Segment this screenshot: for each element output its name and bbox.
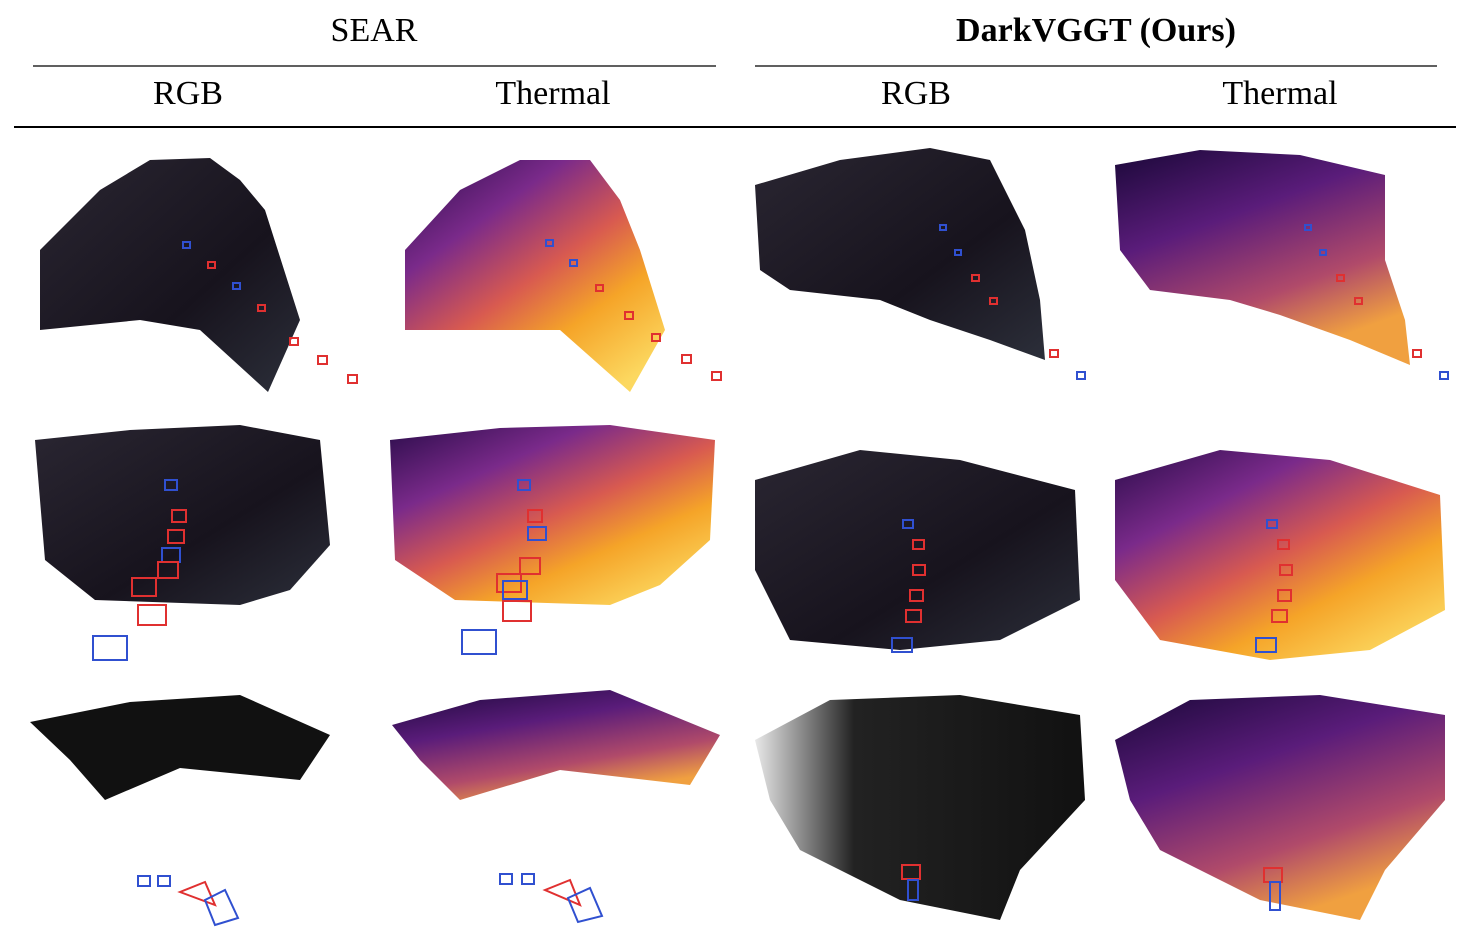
- point-cloud: [40, 158, 300, 392]
- camera: [989, 297, 998, 305]
- group-title: SEAR: [331, 12, 418, 49]
- camera: [1277, 589, 1292, 602]
- camera: [1269, 881, 1281, 911]
- camera: [1336, 274, 1345, 282]
- camera: [137, 875, 151, 887]
- camera: [907, 879, 919, 901]
- camera: [651, 333, 661, 342]
- camera: [569, 259, 578, 267]
- camera: [157, 561, 179, 579]
- camera: [1354, 297, 1363, 305]
- camera: [182, 241, 191, 249]
- camera: [137, 604, 167, 626]
- column-label: RGB: [153, 75, 223, 112]
- camera: [157, 875, 171, 887]
- camera: [527, 509, 543, 523]
- camera: [519, 557, 541, 575]
- camera: [131, 577, 157, 597]
- group-title: DarkVGGT (Ours): [956, 12, 1236, 49]
- camera: [164, 479, 178, 491]
- camera: [1319, 249, 1327, 256]
- camera: [347, 374, 358, 384]
- camera: [542, 878, 582, 907]
- camera: [566, 886, 604, 924]
- point-cloud: [35, 425, 330, 605]
- point-cloud: [30, 695, 330, 800]
- camera: [545, 239, 554, 247]
- camera: [496, 573, 522, 593]
- camera: [891, 637, 913, 653]
- camera: [681, 354, 692, 364]
- point-cloud: [392, 690, 720, 800]
- camera: [595, 284, 604, 292]
- camera: [624, 311, 634, 320]
- column-label: Thermal: [495, 75, 610, 112]
- camera: [92, 635, 128, 661]
- camera: [177, 880, 217, 907]
- camera: [1271, 609, 1288, 623]
- camera-trajectory: [92, 479, 1293, 661]
- camera: [499, 873, 513, 885]
- column-label: Thermal: [1222, 75, 1337, 112]
- camera: [207, 261, 216, 269]
- camera: [1076, 371, 1086, 380]
- camera: [317, 355, 328, 365]
- camera: [257, 304, 266, 312]
- camera: [203, 888, 240, 927]
- camera: [905, 609, 922, 623]
- camera: [912, 539, 925, 550]
- camera: [1412, 349, 1422, 358]
- camera: [1304, 224, 1312, 231]
- camera: [232, 282, 241, 290]
- column-label: RGB: [881, 75, 951, 112]
- camera: [912, 564, 926, 576]
- point-cloud: [755, 148, 1045, 360]
- camera: [461, 629, 497, 655]
- camera: [909, 589, 924, 602]
- camera: [167, 529, 185, 544]
- camera: [502, 580, 528, 600]
- camera: [521, 873, 535, 885]
- camera: [171, 509, 187, 523]
- camera: [289, 337, 299, 346]
- camera: [1279, 564, 1293, 576]
- point-cloud: [1115, 450, 1445, 660]
- camera: [1439, 371, 1449, 380]
- camera: [711, 371, 722, 381]
- point-cloud: [390, 425, 715, 605]
- camera: [954, 249, 962, 256]
- camera: [517, 479, 531, 491]
- camera: [902, 519, 914, 529]
- camera: [502, 600, 532, 622]
- point-cloud: [1115, 150, 1410, 365]
- camera: [1266, 519, 1278, 529]
- camera: [1049, 349, 1059, 358]
- point-cloud: [1115, 695, 1445, 920]
- point-cloud: [755, 695, 1085, 920]
- point-cloud: [405, 160, 665, 392]
- camera: [939, 224, 947, 231]
- camera: [527, 526, 547, 541]
- camera: [1277, 539, 1290, 550]
- camera: [1255, 637, 1277, 653]
- camera: [971, 274, 980, 282]
- camera-trajectory: [137, 864, 1283, 927]
- camera-trajectory: [182, 224, 1449, 384]
